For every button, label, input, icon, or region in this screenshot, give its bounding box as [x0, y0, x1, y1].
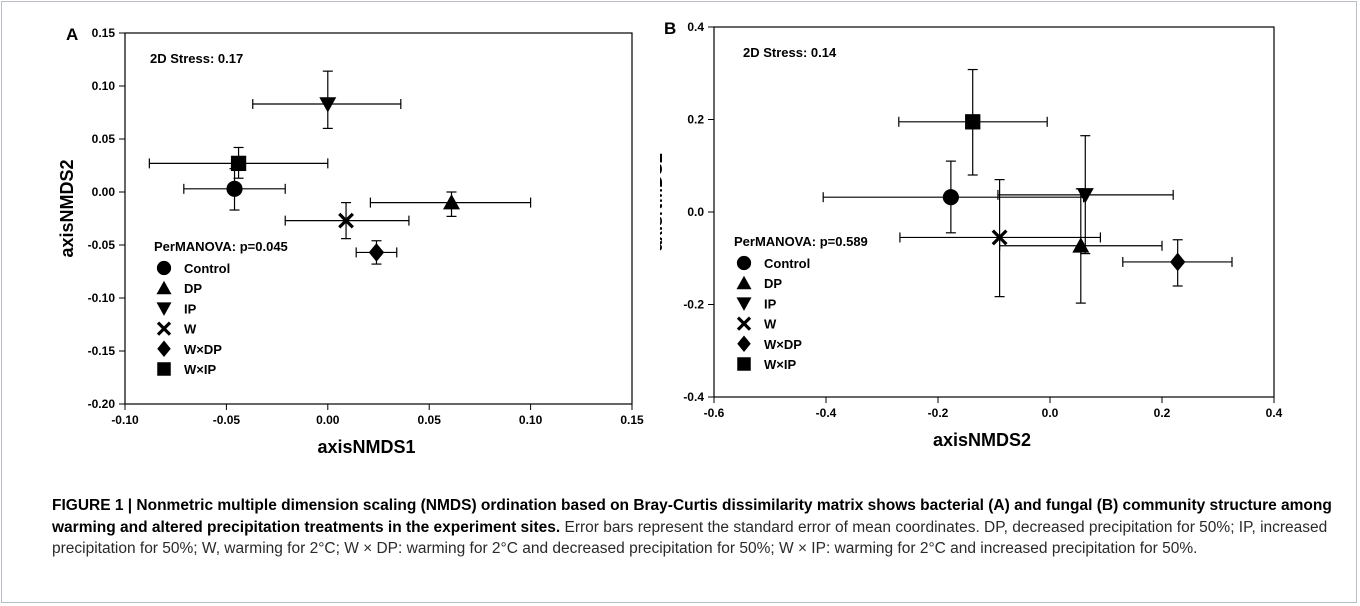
legend-marker-a-w	[156, 321, 172, 336]
legend-a: PerMANOVA: p=0.045 Control DP IP W W×DP W×IP	[154, 239, 288, 377]
marker-b-ip	[1076, 188, 1094, 204]
legend-marker-a-dp	[156, 280, 172, 295]
x-tick-label-b-5: 0.4	[1266, 406, 1283, 420]
x-tick-label-b-4: 0.2	[1154, 406, 1171, 420]
data-point-a-w	[284, 202, 410, 240]
y-tick-label-b-2: 0.0	[687, 205, 704, 219]
legend-marker-a-ip	[156, 302, 172, 316]
y-tick-label-a-3: -0.05	[88, 238, 116, 252]
y-tick-label-a-5: 0.05	[92, 132, 116, 146]
marker-a-wxdp	[368, 243, 385, 262]
plot-frame-a	[124, 32, 633, 405]
y-tick-label-a-4: 0.00	[92, 185, 116, 199]
x-axis-title-b: axisNMDS2	[933, 430, 1031, 450]
x-tick-label-b-3: 0.0	[1042, 406, 1059, 420]
stress-label-b: 2D Stress: 0.14	[743, 45, 837, 60]
marker-b-w-stroke-2	[991, 229, 1008, 246]
x-tick-label-b-1: -0.4	[816, 406, 837, 420]
y-axis-title-b: axisNMDS2	[660, 153, 666, 251]
legend-marker-b-control	[736, 255, 752, 271]
legend-title-a: PerMANOVA: p=0.045	[154, 239, 288, 254]
data-point-a-control	[183, 168, 286, 211]
x-tick-label-a-3: 0.05	[418, 413, 442, 427]
x-tick-label-a-1: -0.05	[213, 413, 241, 427]
marker-b-w	[991, 229, 1008, 246]
marker-b-wxip	[965, 114, 981, 130]
data-point-a-dp	[369, 191, 532, 217]
marker-a-control	[226, 180, 243, 197]
chart-panel-b: B-0.6 -0.4 -0.2 0.0 0.2 0.4-0.4-0.20.00.20.4a…	[660, 19, 1283, 450]
x-axis-title-a: axisNMDS1	[317, 437, 415, 457]
marker-a-wxip	[230, 155, 247, 172]
data-point-b-w	[899, 179, 1101, 298]
legend-marker-b-ip	[736, 297, 752, 311]
legend-marker-a-control	[156, 260, 172, 276]
legend-marker-a-wxip	[157, 362, 171, 376]
y-tick-label-a-1: -0.15	[88, 344, 116, 358]
x-tick-label-b-0: -0.6	[704, 406, 725, 420]
y-tick-label-b-3: 0.2	[687, 113, 704, 127]
y-axis-title-a: axisNMDS2	[57, 159, 77, 257]
legend-title-b: PerMANOVA: p=0.589	[734, 234, 868, 249]
data-point-b-wxdp	[1122, 239, 1233, 287]
data-point-b-ip	[997, 135, 1174, 255]
y-tick-label-a-2: -0.10	[88, 291, 116, 305]
legend-marker-a-wxdp	[157, 340, 171, 358]
y-tick-label-a-7: 0.15	[92, 26, 116, 40]
x-tick-label-b-2: -0.2	[928, 406, 949, 420]
data-point-a-wxip	[148, 146, 329, 179]
legend-label-a-dp: DP	[184, 281, 202, 296]
data-point-b-dp	[999, 188, 1163, 304]
panel-label-b: B	[664, 19, 676, 38]
legend-label-a-control: Control	[184, 261, 230, 276]
legend-label-b-wxdp: W×DP	[764, 337, 802, 352]
legend-label-b-w: W	[764, 317, 777, 332]
legend-label-b-wxip: W×IP	[764, 357, 796, 372]
legend-label-a-ip: IP	[184, 301, 197, 316]
y-tick-label-b-0: -0.4	[683, 390, 704, 404]
data-point-b-control	[822, 160, 1085, 234]
data-point-a-wxdp	[355, 240, 398, 265]
legend-marker-b-w-stroke-2	[736, 316, 752, 331]
stress-label-a: 2D Stress: 0.17	[150, 51, 243, 66]
legend-marker-b-wxip	[737, 357, 751, 371]
marker-a-w-stroke-2	[338, 212, 354, 229]
y-tick-label-b-1: -0.2	[683, 298, 704, 312]
marker-a-dp	[443, 194, 461, 210]
marker-b-dp	[1072, 237, 1090, 253]
marker-a-w	[338, 212, 354, 229]
x-tick-label-a-2: 0.00	[316, 413, 340, 427]
legend-marker-b-dp	[736, 275, 752, 290]
legend-label-a-wxip: W×IP	[184, 362, 216, 377]
panel-label-a: A	[66, 25, 78, 44]
figure-caption: FIGURE 1 | Nonmetric multiple dimension …	[52, 495, 1342, 560]
legend-label-b-ip: IP	[764, 296, 777, 311]
x-tick-label-a-4: 0.10	[519, 413, 543, 427]
legend-b: PerMANOVA: p=0.589 Control DP IP W W×DP W×IP	[734, 234, 868, 372]
marker-b-wxdp	[1170, 252, 1186, 272]
caption-text: Error bars represent the standard error …	[52, 518, 1328, 558]
caption-title: FIGURE 1 | Nonmetric multiple dimension …	[52, 497, 1332, 536]
chart-panel-a: A -0.10 -0.05 0.00 0.05 0.10 0.15 -0.20 -0.15 -0.…	[57, 25, 644, 457]
legend-marker-a-w-stroke-2	[156, 321, 172, 336]
y-tick-label-a-6: 0.10	[92, 79, 116, 93]
x-tick-label-a-5: 0.15	[620, 413, 644, 427]
data-point-a-ip	[252, 70, 402, 129]
legend-label-b-control: Control	[764, 256, 810, 271]
y-tick-label-a-0: -0.20	[88, 397, 116, 411]
legend-label-a-w: W	[184, 322, 197, 337]
legend-marker-b-w	[736, 316, 752, 331]
marker-b-control	[942, 189, 959, 206]
marker-a-ip	[319, 97, 337, 113]
x-tick-label-a-0: -0.10	[111, 413, 139, 427]
legend-label-a-wxdp: W×DP	[184, 342, 222, 357]
legend-label-b-dp: DP	[764, 276, 782, 291]
y-tick-label-b-4: 0.4	[687, 20, 704, 34]
legend-marker-b-wxdp	[737, 335, 751, 353]
data-point-b-wxip	[898, 68, 1048, 176]
